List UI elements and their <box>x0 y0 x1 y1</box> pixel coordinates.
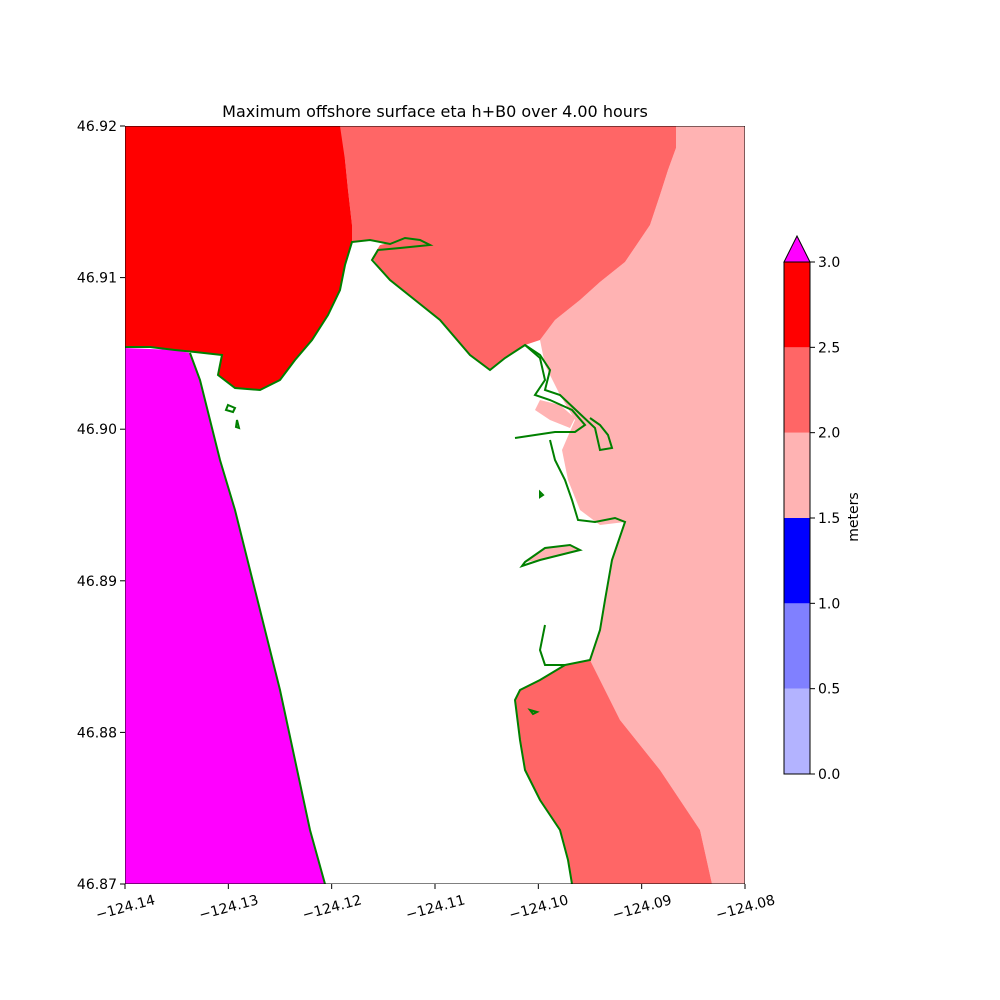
plot-area <box>125 126 745 884</box>
colorbar-segment <box>784 688 810 774</box>
region-2p0-2p5-north <box>340 126 676 370</box>
x-axis: −124.14 −124.13 −124.12 −124.11 −124.10 −124.… <box>94 884 777 924</box>
y-axis: 46.87 46.88 46.89 46.90 46.91 46.92 <box>77 119 125 893</box>
colorbar-tick-label: 0.0 <box>818 767 840 783</box>
shoreline-islet-2 <box>234 419 241 430</box>
colorbar-segment <box>784 347 810 433</box>
colorbar: 0.0 0.5 1.0 1.5 2.0 2.5 3.0 <box>783 234 840 783</box>
colorbar-segment <box>784 262 810 348</box>
shoreline-contours <box>125 236 627 884</box>
shoreline-ocean-coast <box>189 352 326 884</box>
colorbar-extend-arrow <box>783 234 811 263</box>
x-tick-label: −124.13 <box>197 892 260 923</box>
colorbar-tick-label: 0.5 <box>818 682 840 698</box>
spit-inner-pink <box>535 400 575 428</box>
shoreline-east-inner <box>524 344 614 452</box>
colorbar-tick-label: 2.0 <box>818 426 840 442</box>
y-tick-label: 46.92 <box>77 119 117 135</box>
colorbar-tick-label: 1.0 <box>818 596 840 612</box>
island-pink <box>525 545 580 562</box>
shoreline-islet-1 <box>224 403 237 414</box>
x-tick-label: −124.11 <box>404 892 467 923</box>
shoreline-east-bay <box>538 439 627 666</box>
colorbar-segment <box>784 603 810 689</box>
colorbar-tick-label: 1.5 <box>818 511 840 527</box>
y-tick-label: 46.91 <box>77 271 117 287</box>
colorbar-label: meters <box>846 492 862 541</box>
chart-title: Maximum offshore surface eta h+B0 over 4… <box>222 102 648 121</box>
x-tick-label: −124.08 <box>714 892 777 923</box>
shoreline-island <box>519 543 583 568</box>
shoreline-south-bay <box>513 664 573 884</box>
colorbar-segment <box>784 518 810 604</box>
colorbar-tick-label: 3.0 <box>818 255 840 271</box>
region-above-3p0 <box>125 348 325 884</box>
x-tick-label: −124.14 <box>94 892 157 923</box>
shoreline-islet-4 <box>527 708 540 716</box>
region-2p0-2p5-south <box>515 660 712 884</box>
x-tick-label: −124.10 <box>507 892 570 923</box>
colorbar-segment <box>784 432 810 518</box>
y-tick-label: 46.87 <box>77 877 117 893</box>
x-tick-label: −124.12 <box>301 892 364 923</box>
shoreline-islet-3 <box>539 489 545 499</box>
y-tick-label: 46.88 <box>77 725 117 741</box>
region-2p5-3p0 <box>125 126 352 390</box>
shoreline-north-channel <box>125 236 587 439</box>
x-tick-label: −124.09 <box>611 892 674 923</box>
colorbar-tick-label: 2.5 <box>818 340 840 356</box>
y-tick-label: 46.89 <box>77 574 117 590</box>
y-tick-label: 46.90 <box>77 422 117 438</box>
region-1p5-2p0 <box>540 126 745 884</box>
